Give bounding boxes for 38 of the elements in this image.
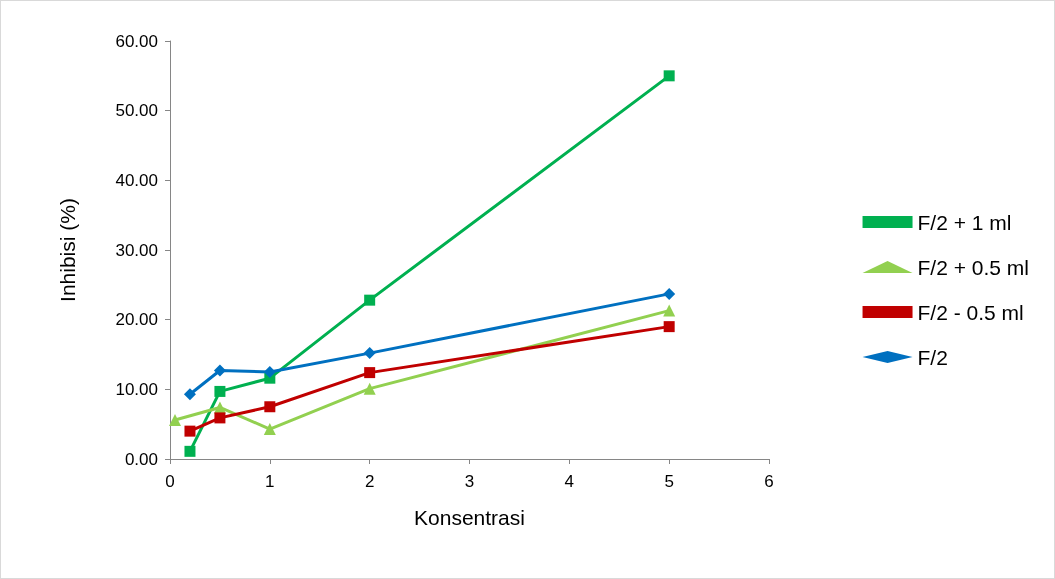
x-tick-label: 6 bbox=[764, 472, 774, 491]
point bbox=[184, 425, 196, 437]
y-tick-label: 0.00 bbox=[124, 449, 158, 469]
point bbox=[663, 70, 675, 82]
point bbox=[263, 365, 276, 378]
x-tick-label: 4 bbox=[564, 472, 575, 491]
legend-label: F/2 - 0.5 ml bbox=[917, 300, 1024, 324]
point bbox=[184, 445, 196, 457]
legend-label: F/2 + 0.5 ml bbox=[917, 255, 1030, 279]
y-tick-label: 20.00 bbox=[115, 310, 158, 330]
y-tick-label: 60.00 bbox=[115, 31, 158, 51]
point bbox=[214, 385, 226, 397]
x-tick-label: 1 bbox=[265, 472, 275, 491]
point bbox=[364, 294, 376, 306]
x-tick-label: 3 bbox=[464, 472, 475, 491]
point bbox=[214, 412, 226, 424]
point bbox=[213, 364, 226, 377]
y-tick-label: 30.00 bbox=[115, 240, 158, 260]
point bbox=[264, 401, 276, 413]
x-axis-title: Konsentrasi bbox=[414, 506, 525, 529]
y-axis-title: Inhibisi (%) bbox=[56, 198, 79, 302]
x-tick-label: 2 bbox=[364, 472, 375, 491]
point bbox=[263, 423, 276, 436]
point bbox=[363, 382, 376, 395]
point bbox=[364, 367, 376, 379]
point bbox=[663, 321, 675, 333]
point bbox=[663, 287, 676, 300]
x-tick-label: 5 bbox=[664, 472, 674, 491]
point bbox=[363, 347, 376, 360]
point bbox=[663, 304, 676, 317]
legend-label: F/2 + 1 ml bbox=[917, 210, 1012, 234]
y-tick-label: 50.00 bbox=[115, 101, 158, 121]
y-tick-label: 10.00 bbox=[115, 379, 158, 399]
x-tick-label: 0 bbox=[165, 472, 175, 491]
point bbox=[183, 388, 196, 401]
legend-label: F/2 bbox=[917, 345, 948, 369]
point bbox=[168, 413, 181, 426]
y-tick-label: 40.00 bbox=[115, 170, 158, 190]
